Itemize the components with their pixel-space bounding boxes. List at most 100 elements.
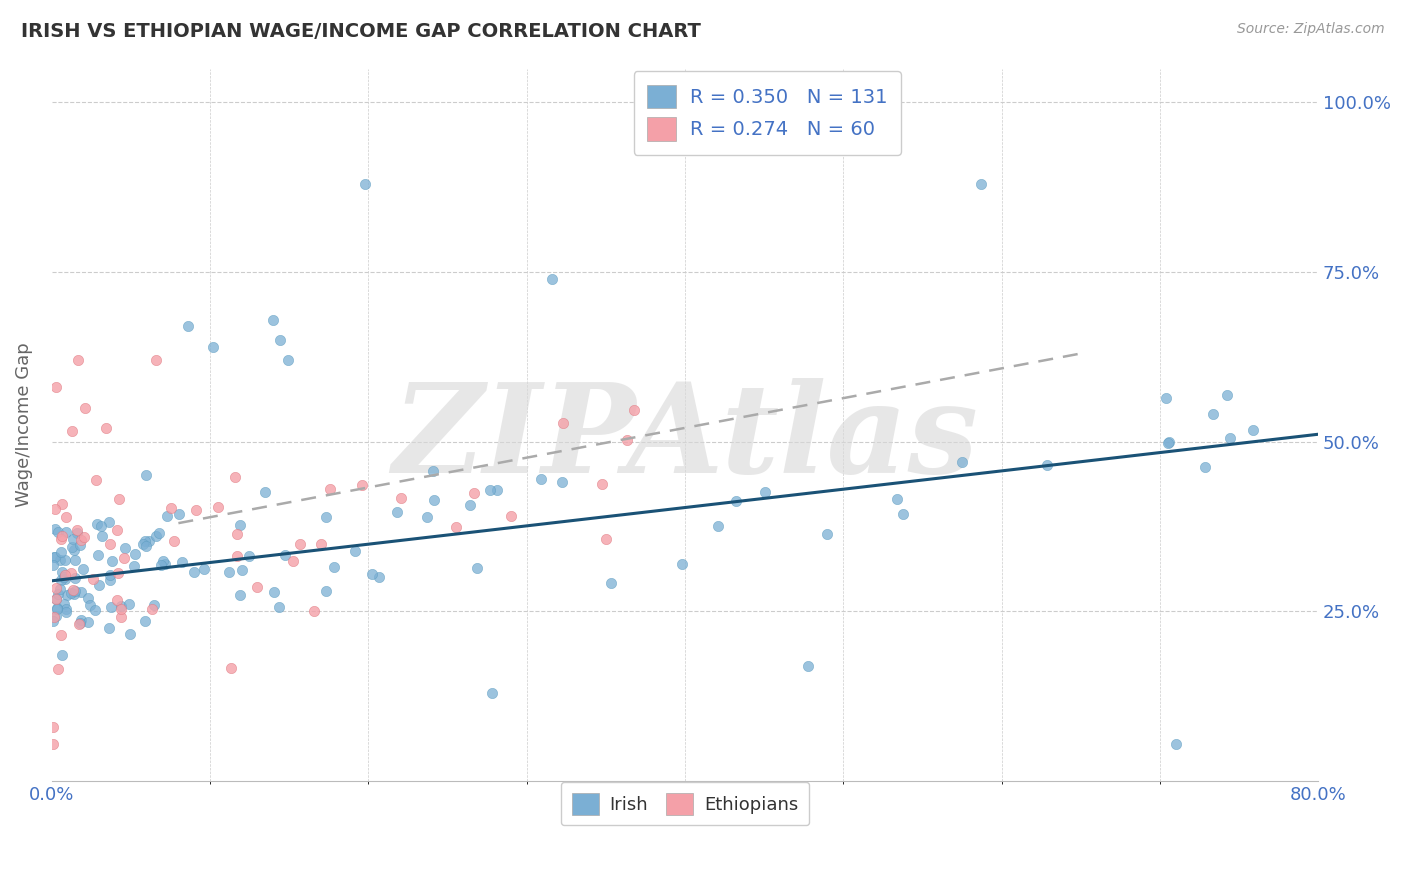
Point — [616, 433, 638, 447]
Point — [467, 560, 489, 574]
Point — [153, 557, 176, 571]
Point — [754, 485, 776, 500]
Point — [202, 340, 225, 354]
Point — [46, 587, 69, 601]
Point — [1036, 458, 1059, 472]
Point — [591, 476, 613, 491]
Point — [463, 486, 485, 500]
Point — [269, 333, 291, 347]
Point — [112, 551, 135, 566]
Point — [51, 565, 73, 579]
Point — [134, 534, 156, 549]
Point — [87, 578, 110, 592]
Point — [55, 524, 77, 539]
Point — [98, 621, 121, 635]
Point — [815, 527, 838, 541]
Point — [94, 421, 117, 435]
Point — [45, 591, 67, 606]
Point — [124, 558, 146, 573]
Point — [152, 554, 174, 568]
Point — [65, 584, 87, 599]
Point — [90, 529, 112, 543]
Point — [387, 505, 409, 519]
Point — [66, 525, 89, 540]
Point — [124, 547, 146, 561]
Point — [45, 380, 67, 394]
Point — [315, 584, 337, 599]
Point — [55, 605, 77, 619]
Point — [444, 520, 467, 534]
Point — [135, 540, 157, 554]
Point — [478, 483, 501, 498]
Point — [1157, 436, 1180, 450]
Point — [62, 533, 84, 547]
Point — [70, 585, 93, 599]
Point — [229, 517, 252, 532]
Point — [1216, 388, 1239, 402]
Point — [69, 615, 91, 630]
Point — [60, 424, 83, 438]
Point — [623, 402, 645, 417]
Point — [302, 604, 325, 618]
Point — [107, 492, 129, 507]
Point — [221, 661, 243, 675]
Point — [486, 483, 509, 498]
Point — [118, 627, 141, 641]
Point — [105, 523, 128, 537]
Point — [263, 585, 285, 599]
Point — [228, 588, 250, 602]
Point — [167, 507, 190, 521]
Point — [135, 468, 157, 483]
Point — [671, 557, 693, 571]
Point — [707, 519, 730, 533]
Point — [499, 508, 522, 523]
Point — [1157, 434, 1180, 449]
Point — [100, 554, 122, 568]
Point — [277, 353, 299, 368]
Point — [156, 508, 179, 523]
Point — [318, 482, 340, 496]
Point — [246, 581, 269, 595]
Point — [183, 565, 205, 579]
Point — [238, 549, 260, 563]
Text: ZIPAtlas: ZIPAtlas — [392, 378, 979, 500]
Point — [458, 498, 481, 512]
Point — [53, 572, 76, 586]
Point — [724, 494, 747, 508]
Point — [114, 541, 136, 556]
Point — [118, 597, 141, 611]
Point — [42, 614, 65, 628]
Point — [553, 417, 575, 431]
Point — [66, 523, 89, 537]
Point — [84, 473, 107, 487]
Point — [886, 491, 908, 506]
Point — [254, 485, 277, 500]
Point — [274, 548, 297, 562]
Point — [44, 550, 66, 565]
Point — [950, 455, 973, 469]
Point — [51, 628, 73, 642]
Point — [62, 542, 84, 557]
Point — [45, 608, 67, 623]
Text: Source: ZipAtlas.com: Source: ZipAtlas.com — [1237, 22, 1385, 37]
Point — [267, 600, 290, 615]
Point — [42, 550, 65, 565]
Point — [45, 602, 67, 616]
Point — [145, 353, 167, 368]
Point — [76, 591, 98, 606]
Point — [134, 614, 156, 628]
Point — [207, 500, 229, 514]
Point — [595, 532, 617, 546]
Point — [172, 555, 194, 569]
Point — [110, 610, 132, 624]
Point — [67, 616, 90, 631]
Point — [52, 569, 75, 583]
Point — [72, 562, 94, 576]
Point — [288, 537, 311, 551]
Point — [1202, 407, 1225, 421]
Point — [70, 533, 93, 547]
Point — [350, 478, 373, 492]
Point — [132, 537, 155, 551]
Point — [60, 540, 83, 554]
Point — [98, 537, 121, 551]
